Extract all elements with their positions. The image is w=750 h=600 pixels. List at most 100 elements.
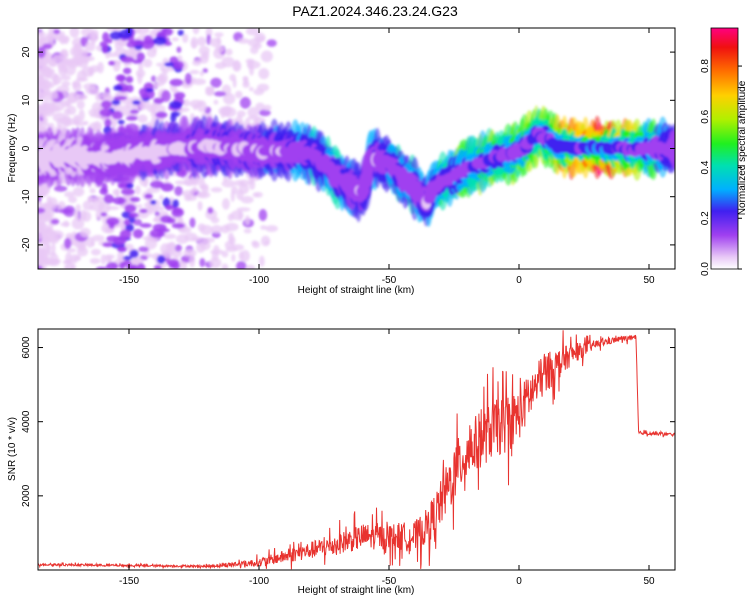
spectral-blob — [150, 110, 158, 118]
spectral-blob — [266, 39, 277, 47]
spectral-blob — [38, 89, 42, 100]
spectral-blob — [192, 59, 202, 66]
spectral-blob — [213, 244, 220, 256]
figure-title: PAZ1.2024.346.23.24.G23 — [292, 3, 458, 19]
spectral-blob — [114, 42, 123, 50]
spectral-blob — [98, 201, 111, 214]
y-tick-label: -10 — [21, 189, 32, 204]
spectral-blob — [111, 110, 123, 120]
spectral-blob — [88, 34, 99, 42]
spectral-blob — [199, 70, 205, 77]
spectral-blob — [260, 225, 267, 230]
spectral-blob — [117, 74, 126, 83]
spectral-blob — [113, 84, 123, 92]
spectral-blob — [161, 28, 168, 33]
colorbar-tick-label: 0.8 — [700, 59, 711, 73]
spectral-blob — [260, 235, 271, 247]
spectral-blob — [177, 29, 185, 36]
spectral-blob — [249, 86, 254, 92]
spectral-blob — [164, 62, 175, 67]
spectral-blob — [139, 208, 148, 214]
spectral-blob — [129, 109, 140, 115]
spectral-blob — [225, 48, 233, 56]
spectral-blob — [114, 92, 126, 98]
spectral-blob — [91, 234, 105, 242]
spectral-blob — [140, 94, 150, 99]
spectral-blob — [152, 46, 158, 53]
spectral-blob — [260, 50, 273, 63]
colorbar-tick-label: 0.6 — [700, 109, 711, 123]
spectral-blob — [53, 185, 68, 192]
spectral-blob — [183, 99, 190, 107]
spectral-blob — [38, 61, 45, 67]
spectral-blob — [189, 217, 196, 228]
x-tick-label: -50 — [382, 576, 397, 587]
spectral-blob — [108, 60, 116, 66]
spectral-blob — [172, 207, 182, 215]
spectral-blob — [72, 81, 82, 92]
spectral-blob — [240, 196, 254, 204]
spectral-blob — [128, 212, 139, 218]
spectral-blob — [221, 263, 229, 269]
spectral-blob — [60, 222, 71, 227]
spectral-blob — [156, 255, 166, 264]
spectral-blob — [139, 223, 152, 228]
spectral-blob — [189, 176, 199, 185]
spectral-blob — [196, 191, 211, 199]
spectral-blob — [38, 32, 44, 38]
spectral-blob — [201, 183, 209, 194]
spectral-blob — [171, 222, 185, 229]
spectral-blob — [111, 99, 121, 106]
spectral-blob — [154, 211, 160, 217]
spectral-blob — [41, 90, 53, 102]
x-tick-label: 50 — [643, 576, 655, 587]
spectral-blob — [64, 237, 72, 250]
spectral-blob — [106, 28, 117, 32]
spectral-blob — [38, 207, 46, 214]
spectral-blob — [236, 189, 244, 201]
spectral-blob — [191, 236, 203, 242]
x-tick-label: -150 — [119, 275, 139, 286]
spectral-blob — [249, 45, 259, 55]
x-tick-label: 50 — [643, 275, 655, 286]
spectral-blob — [210, 77, 222, 88]
spectral-blob — [210, 187, 223, 193]
spectral-blob — [138, 203, 143, 209]
snr-xlabel: Height of straight line (km) — [298, 585, 415, 596]
spectral-blob — [224, 222, 239, 232]
spectral-blob — [213, 91, 227, 97]
spectral-blob — [76, 70, 87, 82]
spectral-blob — [157, 231, 165, 237]
spectral-blob — [120, 188, 135, 196]
spectral-blob — [173, 60, 185, 70]
spectral-blob — [61, 99, 71, 108]
spectral-blob — [196, 241, 206, 253]
spectral-blob — [256, 83, 270, 92]
spectral-blob — [117, 251, 125, 262]
spectrogram-xlabel: Height of straight line (km) — [298, 285, 415, 296]
spectral-blob — [51, 242, 56, 254]
spectral-blob — [135, 185, 141, 195]
snr-ylabel: SNR (10 * v/v) — [7, 417, 18, 481]
spectral-blob — [174, 185, 183, 196]
spectral-blob — [178, 260, 188, 269]
spectral-blob — [182, 33, 189, 43]
spectral-blob — [254, 191, 263, 198]
x-tick-label: -100 — [249, 275, 269, 286]
spectral-blob — [245, 264, 256, 269]
spectral-blob — [122, 67, 132, 75]
spectral-blob — [117, 246, 125, 252]
spectral-blob — [90, 248, 101, 256]
spectral-blob — [46, 242, 51, 254]
spectral-blob — [131, 39, 145, 46]
spectral-blob — [230, 210, 244, 221]
spectral-blob — [132, 218, 142, 226]
spectral-blob — [66, 248, 77, 253]
spectral-blob — [104, 254, 116, 259]
spectral-blob — [43, 66, 53, 79]
spectral-blob — [209, 37, 222, 48]
spectral-blob — [151, 75, 157, 82]
spectral-blob — [259, 255, 265, 267]
